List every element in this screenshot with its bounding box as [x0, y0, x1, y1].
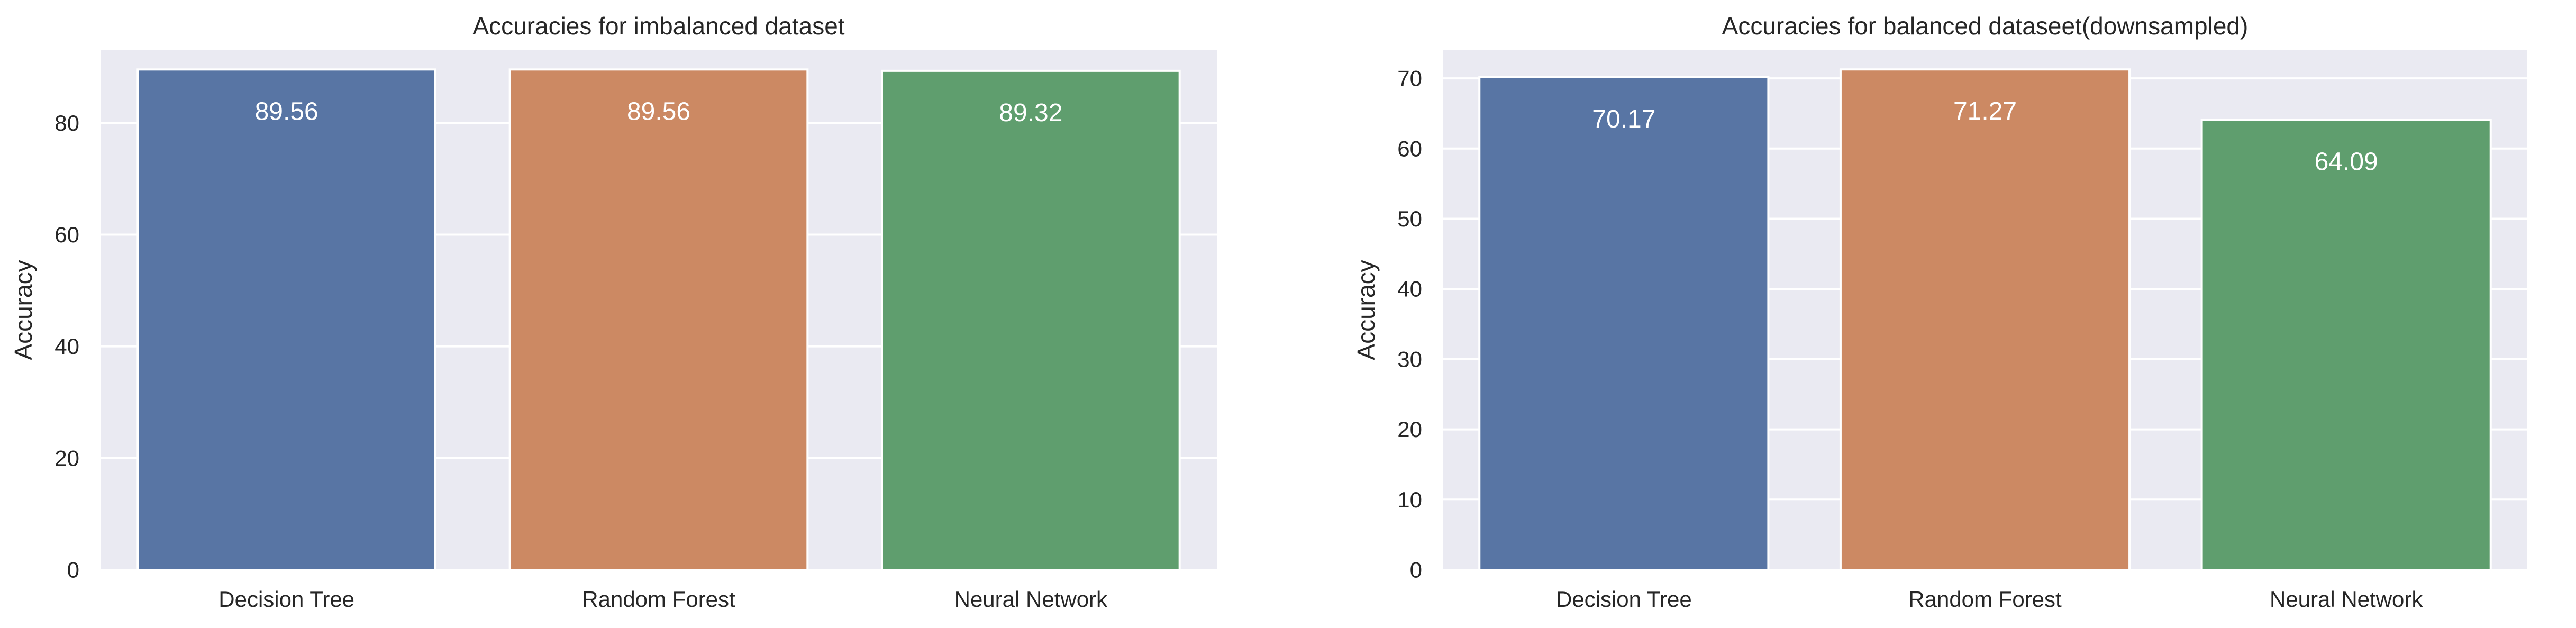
bar — [2200, 119, 2492, 571]
bar-value-label: 70.17 — [1592, 105, 1655, 133]
x-tick-label: Neural Network — [954, 587, 1108, 612]
chart-panel-balanced: 0 10 20 30 40 50 60 70 70.17 Decision Tree 71.27 Ra… — [1352, 12, 2527, 612]
bar-value-label: 89.56 — [627, 97, 690, 125]
y-tick-label: 10 — [1397, 487, 1422, 512]
bar — [1839, 68, 2131, 571]
y-tick-label: 0 — [67, 558, 79, 583]
y-tick-label: 20 — [1397, 417, 1422, 442]
y-axis-label: Accuracy — [10, 260, 37, 360]
y-tick-label: 20 — [54, 445, 79, 470]
x-tick-label: Random Forest — [1908, 587, 2062, 612]
bar-value-label: 64.09 — [2315, 148, 2378, 176]
y-tick-label: 50 — [1397, 206, 1422, 231]
y-tick-label: 0 — [1410, 558, 1422, 583]
x-tick-label: Decision Tree — [219, 587, 354, 612]
y-tick-label: 80 — [54, 111, 79, 135]
chart-title: Accuracies for balanced dataseet(downsam… — [1722, 12, 2249, 40]
bar-value-label: 71.27 — [1953, 97, 2017, 125]
bar — [881, 69, 1181, 571]
x-tick-label: Random Forest — [582, 587, 735, 612]
y-tick-label: 70 — [1397, 66, 1422, 91]
y-tick-label: 40 — [1397, 277, 1422, 302]
bar-value-label: 89.32 — [999, 99, 1062, 127]
y-tick-label: 40 — [54, 334, 79, 359]
bar — [136, 68, 437, 571]
chart-panel-imbalanced: 0 20 40 60 80 89.56 Decision Tree 89.56 Random F… — [10, 12, 1217, 612]
y-tick-label: 30 — [1397, 347, 1422, 371]
bar — [508, 68, 809, 571]
x-tick-label: Neural Network — [2270, 587, 2423, 612]
x-tick-label: Decision Tree — [1556, 587, 1692, 612]
y-tick-label: 60 — [54, 222, 79, 247]
chart-title: Accuracies for imbalanced dataset — [472, 12, 844, 40]
y-axis-label: Accuracy — [1352, 260, 1380, 360]
bar-value-label: 89.56 — [255, 97, 318, 125]
bar — [1478, 76, 1770, 571]
y-tick-label: 60 — [1397, 136, 1422, 161]
